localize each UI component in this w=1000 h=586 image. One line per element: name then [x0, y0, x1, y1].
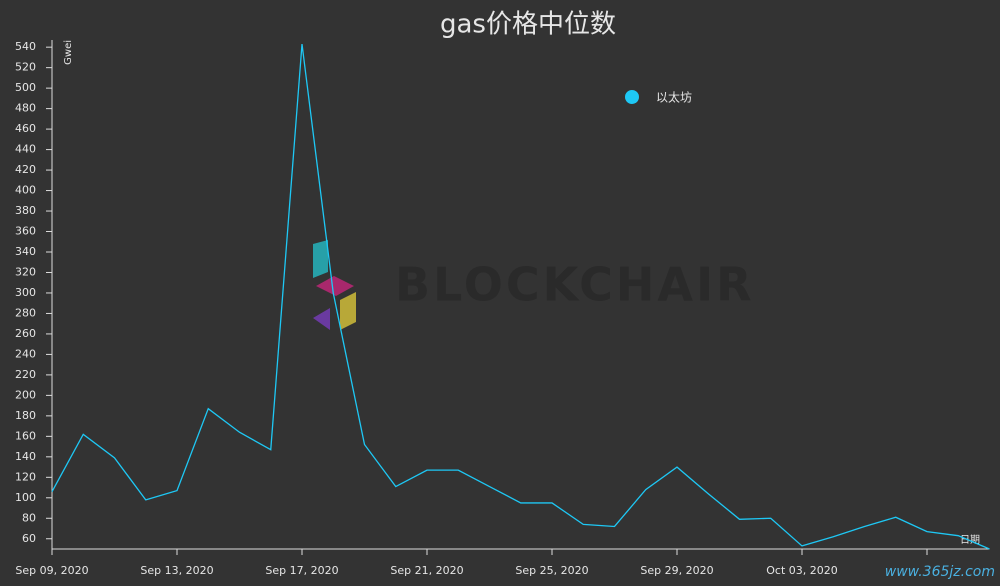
y-tick-label: 320: [15, 265, 36, 278]
y-tick-label: 280: [15, 306, 36, 319]
y-tick-label: 160: [15, 429, 36, 442]
x-tick-label: Sep 17, 2020: [265, 564, 338, 577]
legend-marker: [625, 90, 639, 104]
logo-part: [340, 292, 356, 330]
watermark: BLOCKCHAIR: [313, 240, 755, 330]
y-tick-label: 380: [15, 204, 36, 217]
y-tick-label: 400: [15, 184, 36, 197]
site-mark: www.365jz.com: [885, 564, 995, 580]
y-tick-label: 60: [22, 532, 36, 545]
x-tick-label: Sep 21, 2020: [390, 564, 463, 577]
logo-part: [313, 308, 330, 330]
y-tick-label: 360: [15, 225, 36, 238]
y-tick-label: 80: [22, 511, 36, 524]
chart-title: gas价格中位数: [440, 10, 616, 40]
y-tick-label: 420: [15, 163, 36, 176]
y-tick-label: 200: [15, 388, 36, 401]
y-tick-label: 220: [15, 368, 36, 381]
x-tick-label: Sep 13, 2020: [140, 564, 213, 577]
data-line: [51, 44, 990, 550]
y-tick-label: 440: [15, 143, 36, 156]
legend-label: 以太坊: [656, 90, 692, 105]
y-axis-label: Gwei: [63, 40, 74, 65]
y-tick-label: 260: [15, 327, 36, 340]
y-tick-label: 340: [15, 245, 36, 258]
y-tick-label: 140: [15, 450, 36, 463]
y-tick-label: 460: [15, 122, 36, 135]
x-tick-label: Sep 29, 2020: [640, 564, 713, 577]
y-tick-label: 480: [15, 102, 36, 115]
x-tick-label: Sep 25, 2020: [515, 564, 588, 577]
y-tick-label: 100: [15, 491, 36, 504]
logo-part: [313, 240, 328, 278]
x-tick-label: Oct 03, 2020: [766, 564, 838, 577]
y-tick-label: 240: [15, 347, 36, 360]
y-tick-label: 520: [15, 61, 36, 74]
y-tick-label: 180: [15, 409, 36, 422]
x-tick-label: Sep 09, 2020: [15, 564, 88, 577]
y-tick-label: 540: [15, 40, 36, 53]
y-tick-label: 120: [15, 470, 36, 483]
y-tick-label: 300: [15, 286, 36, 299]
watermark-text: BLOCKCHAIR: [395, 258, 755, 312]
y-tick-label: 500: [15, 81, 36, 94]
logo-part: [316, 276, 354, 296]
